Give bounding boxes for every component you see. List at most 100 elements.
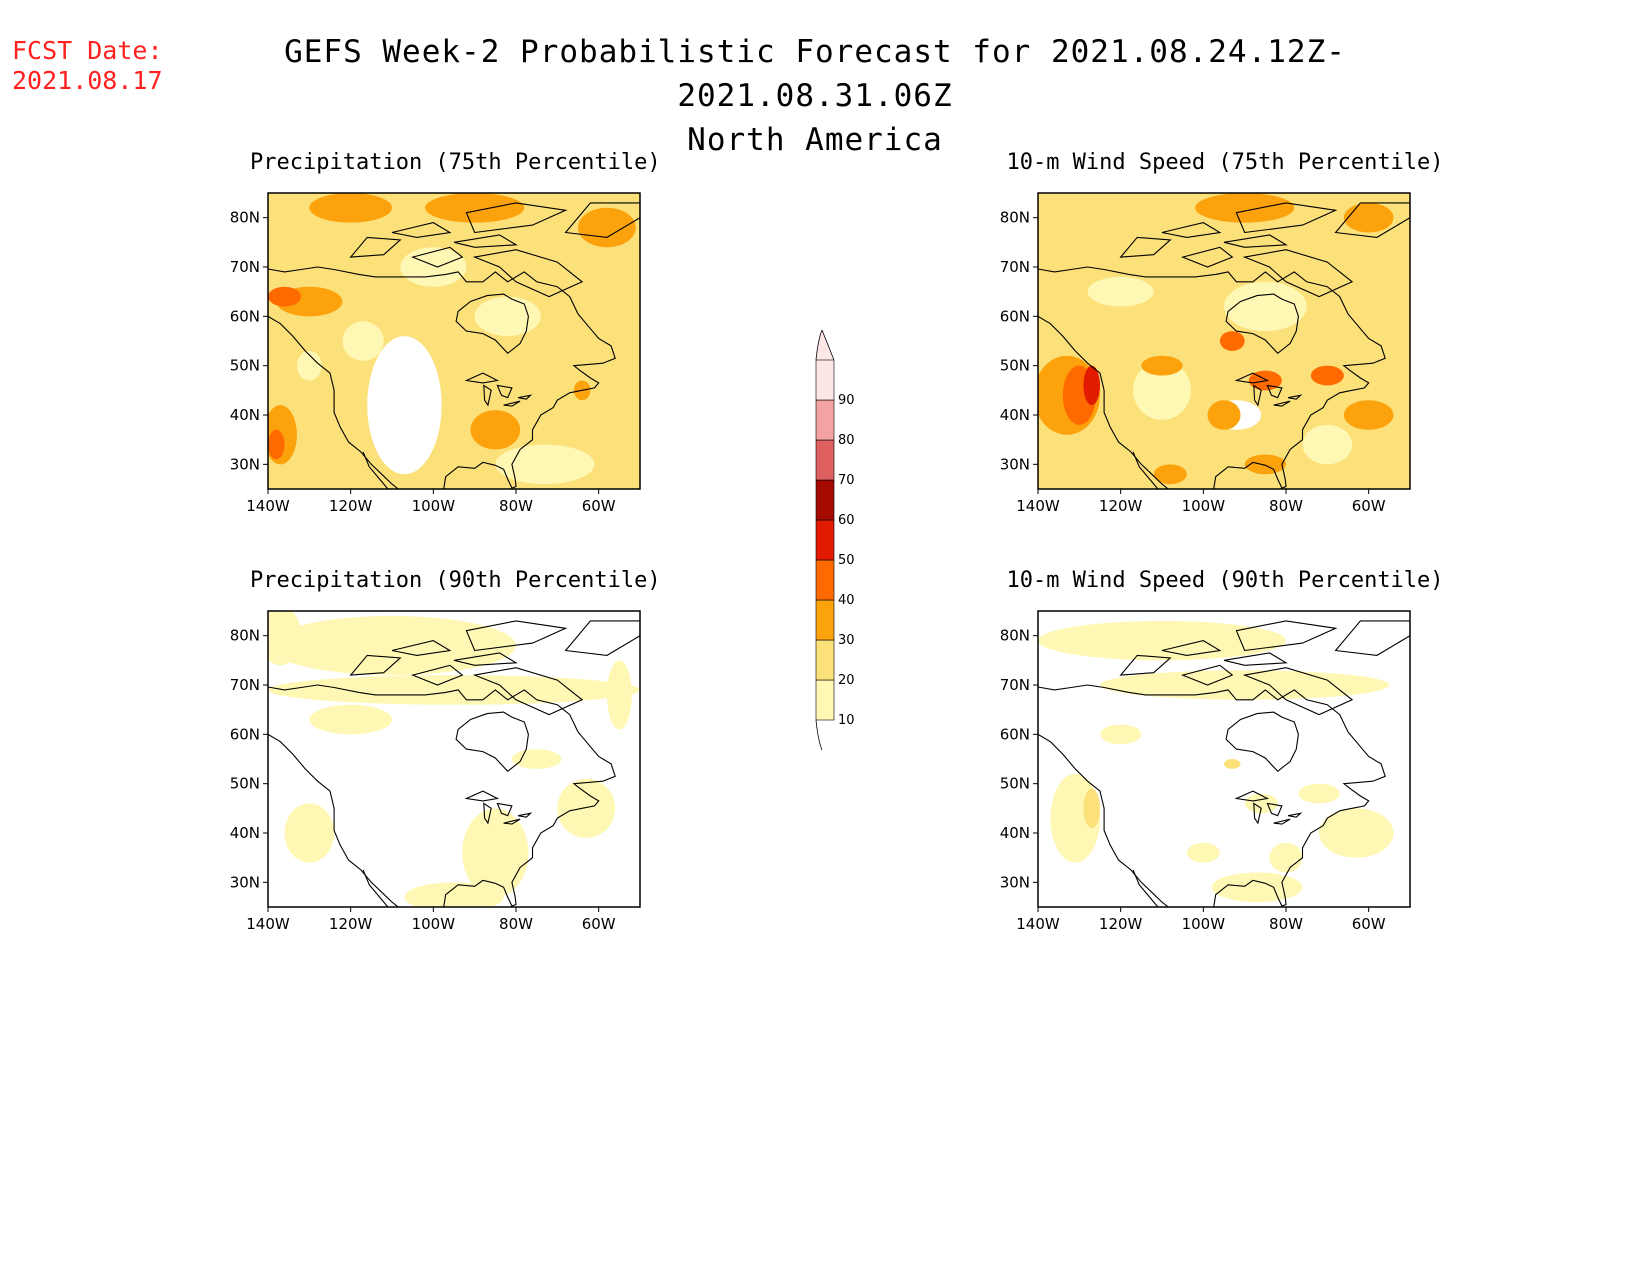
probability-area (578, 207, 636, 248)
colorbar-svg: 10 20 30 40 50 60 70 80 90 (815, 328, 855, 751)
map-frame (1037, 192, 1411, 490)
arctic-island (391, 222, 452, 238)
probability-area (470, 410, 521, 450)
probability-area (1153, 464, 1187, 485)
arctic-island (453, 234, 518, 248)
fcst-date: 2021.08.17 (12, 66, 163, 95)
colorbar-label: 80 (838, 433, 855, 448)
arctic-island (1161, 222, 1222, 238)
probability-area (1038, 620, 1286, 661)
colorbar-label: 70 (838, 473, 855, 488)
probability-area (1100, 670, 1390, 700)
colorbar-swatch (815, 559, 835, 601)
page-title: GEFS Week-2 Probabilistic Forecast for 2… (150, 30, 1480, 162)
field-layer (268, 193, 640, 489)
lon-label: 120W (1099, 915, 1143, 933)
map-precip-90: 140W 120W 100W 80W 60W 80N 70N 60N 50N 40N 30N (230, 610, 641, 933)
lon-label: 140W (1016, 915, 1060, 933)
great-lake (1287, 394, 1303, 400)
map-wind-90: 140W 120W 100W 80W 60W 80N 70N 60N 50N 40N 30N (1000, 610, 1411, 933)
arctic-island (1235, 620, 1338, 652)
forecast-date-label: FCST Date: 2021.08.17 (12, 36, 163, 96)
coastline-arctic (1038, 266, 1349, 315)
great-lake (503, 400, 521, 407)
colorbar-swatch (815, 639, 835, 681)
arctic-island (1180, 664, 1234, 686)
colorbar-bottom-cap (815, 719, 823, 751)
map-panel-wind-90: 140W 120W 100W 80W 60W 80N 70N 60N 50N 40N 30N (970, 603, 1420, 937)
great-lake (1273, 400, 1291, 407)
colorbar: 10 20 30 40 50 60 70 80 90 (800, 328, 880, 754)
probability-area (557, 778, 616, 838)
lon-label: 80W (499, 915, 533, 933)
great-lake (1287, 812, 1303, 818)
great-lake (496, 384, 513, 399)
lat-label: 30N (1000, 873, 1030, 891)
panel-title-wind-75: 10-m Wind Speed (75th Percentile) (1006, 150, 1444, 175)
arctic-island (1235, 202, 1338, 234)
colorbar-label: 10 (838, 713, 855, 728)
arctic-island (391, 640, 452, 656)
arctic-island (1119, 236, 1172, 258)
lat-label: 40N (230, 824, 260, 842)
lat-label: 30N (230, 455, 260, 473)
lat-label: 60N (1000, 725, 1030, 743)
probability-area (1141, 355, 1183, 376)
probability-area (1219, 331, 1245, 351)
panel-title-precip-90: Precipitation (90th Percentile) (250, 568, 661, 593)
probability-area (367, 336, 442, 475)
probability-area (1224, 281, 1307, 332)
great-lake (1273, 818, 1291, 825)
coastline-baja (362, 869, 389, 907)
arctic-island (1334, 620, 1410, 656)
coastline-arctic (1038, 684, 1349, 733)
lat-label: 60N (230, 307, 260, 325)
colorbar-label: 20 (838, 673, 855, 688)
probability-area (606, 660, 632, 730)
probability-area (1083, 788, 1100, 829)
lat-label: 50N (1000, 357, 1030, 375)
probability-area (425, 193, 525, 223)
coastline-east (1213, 313, 1386, 489)
lat-label: 50N (230, 775, 260, 793)
coastline-arctic (268, 684, 579, 733)
map-panel-precip-75: 140W 120W 100W 80W 60W 80N 70N 60N 50N 40N 30N (200, 185, 650, 519)
map-frame (267, 192, 641, 490)
probability-area (511, 749, 562, 769)
coastline-west (1038, 315, 1169, 489)
probability-area (296, 350, 322, 381)
lat-label: 70N (230, 676, 260, 694)
coastline-west (268, 315, 399, 489)
arctic-island (1223, 234, 1288, 248)
arctic-island (1242, 667, 1354, 716)
subtitle-line: North America (687, 122, 943, 158)
colorbar-swatch (815, 599, 835, 641)
probability-area (1343, 400, 1394, 430)
probability-area (1211, 872, 1303, 903)
lon-label: 80W (1269, 915, 1303, 933)
hudson-bay-outline (455, 711, 529, 773)
lat-label: 80N (1000, 627, 1030, 645)
arctic-island (349, 654, 402, 676)
arctic-island (564, 202, 640, 238)
arctic-island (1180, 246, 1234, 268)
coastline-west (1038, 733, 1169, 907)
coastline-arctic (268, 266, 579, 315)
map-wind-75: 140W 120W 100W 80W 60W 80N 70N 60N 50N 40N 30N (1000, 192, 1411, 515)
probability-area (1343, 202, 1394, 233)
probability-area (1244, 454, 1286, 475)
great-lake (483, 802, 492, 825)
field-layer (1038, 611, 1410, 907)
probability-area (309, 193, 392, 223)
lon-label: 120W (329, 915, 373, 933)
great-lake (1266, 802, 1283, 817)
great-lake (1253, 802, 1262, 825)
probability-area (284, 803, 335, 863)
lon-label: 100W (412, 497, 456, 515)
colorbar-swatch (815, 679, 835, 721)
map-panel-wind-75: 140W 120W 100W 80W 60W 80N 70N 60N 50N 40N 30N (970, 185, 1420, 519)
lon-label: 100W (412, 915, 456, 933)
lat-label: 40N (1000, 406, 1030, 424)
arctic-island (465, 620, 568, 652)
lat-label: 70N (1000, 258, 1030, 276)
